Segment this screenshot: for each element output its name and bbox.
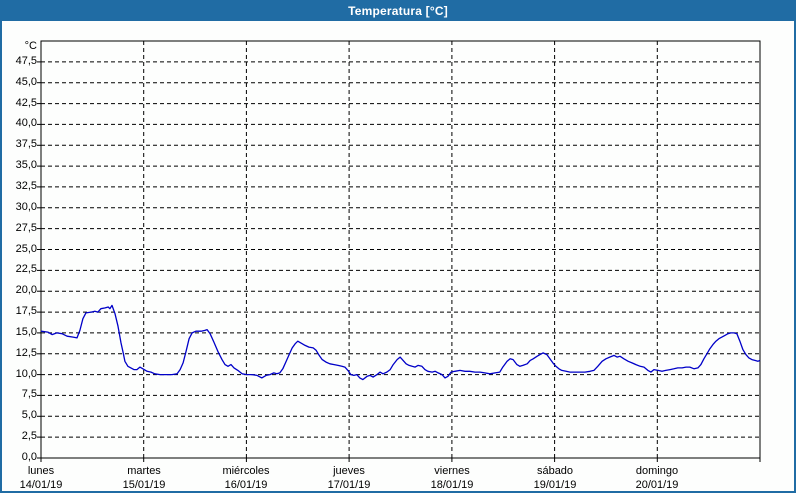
title-bar: Temperatura [°C] [2, 2, 794, 21]
window-title: Temperatura [°C] [348, 4, 448, 18]
